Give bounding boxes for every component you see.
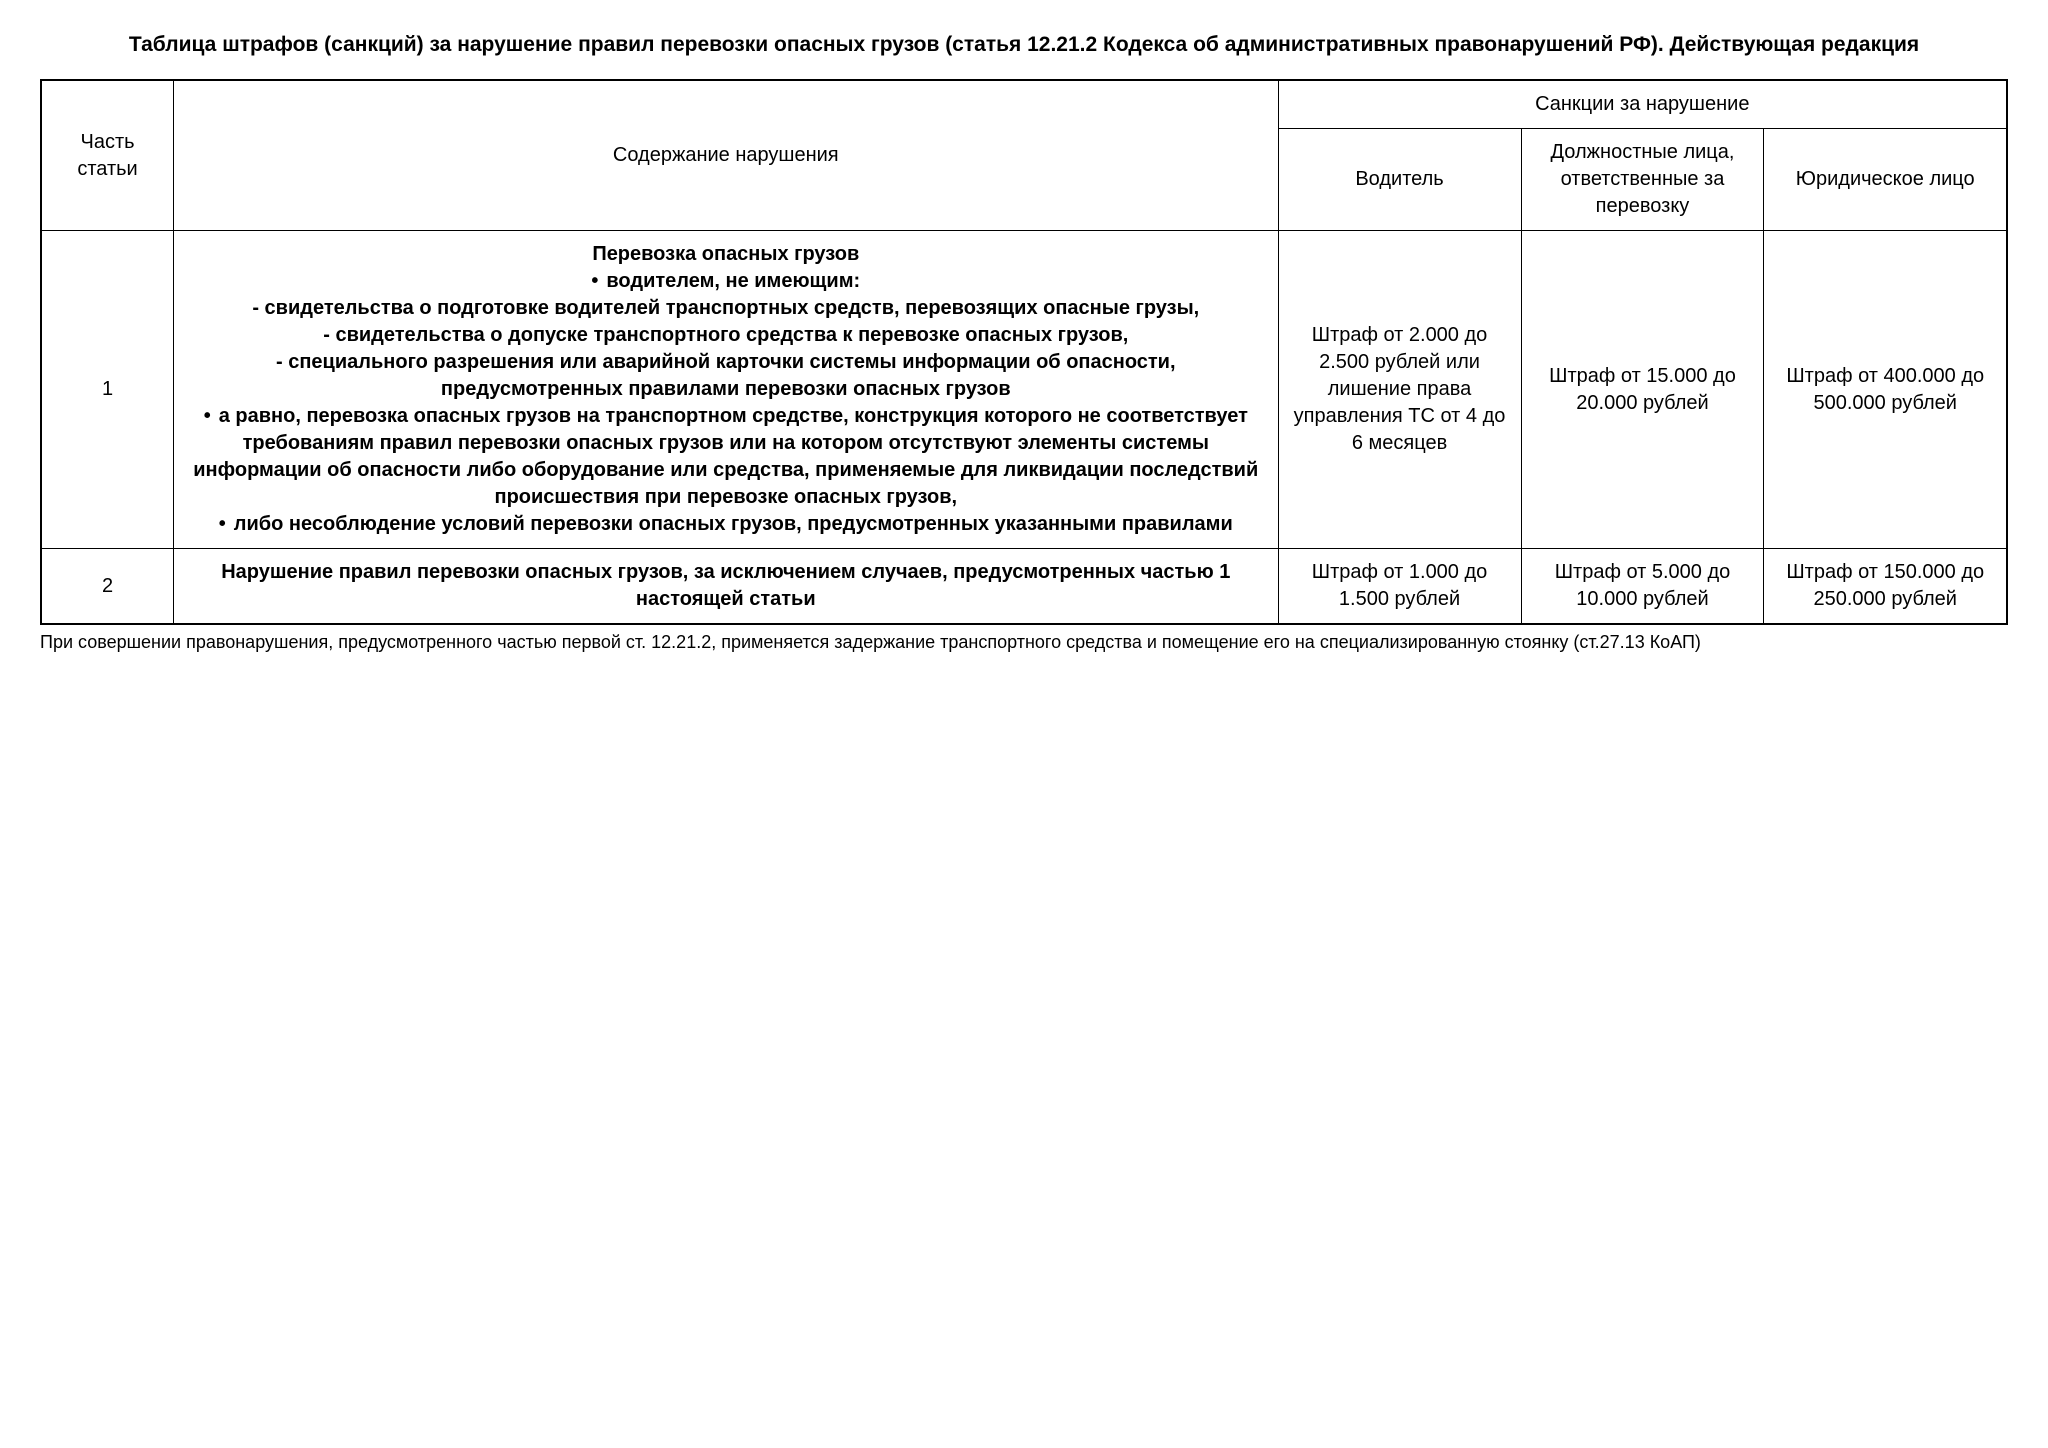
- header-content: Содержание нарушения: [174, 80, 1279, 231]
- cell-part-1: 1: [41, 231, 174, 549]
- header-part: Часть статьи: [41, 80, 174, 231]
- cell-driver-1: Штраф от 2.000 до 2.500 рублей или лишен…: [1278, 231, 1521, 549]
- cell-driver-2: Штраф от 1.000 до 1.500 рублей: [1278, 549, 1521, 625]
- cell-content-1: Перевозка опасных грузов •водителем, не …: [174, 231, 1279, 549]
- cell-officials-2: Штраф от 5.000 до 10.000 рублей: [1521, 549, 1764, 625]
- header-legal-entity: Юридическое лицо: [1764, 129, 2007, 231]
- header-officials: Должностные лица, ответственные за перев…: [1521, 129, 1764, 231]
- cell-legal-1: Штраф от 400.000 до 500.000 рублей: [1764, 231, 2007, 549]
- header-driver: Водитель: [1278, 129, 1521, 231]
- penalties-table: Часть статьи Содержание нарушения Санкци…: [40, 79, 2008, 625]
- cell-officials-1: Штраф от 15.000 до 20.000 рублей: [1521, 231, 1764, 549]
- cell-content-2: Нарушение правил перевозки опасных грузо…: [174, 549, 1279, 625]
- cell-legal-2: Штраф от 150.000 до 250.000 рублей: [1764, 549, 2007, 625]
- cell-part-2: 2: [41, 549, 174, 625]
- row1-bullet-3: •либо несоблюдение условий перевозки опа…: [186, 511, 1266, 538]
- row1-heading: Перевозка опасных грузов: [186, 241, 1266, 268]
- row1-subitem-1: - свидетельства о подготовке водителей т…: [186, 295, 1266, 322]
- table-row: 1 Перевозка опасных грузов •водителем, н…: [41, 231, 2007, 549]
- footnote-text: При совершении правонарушения, предусмот…: [40, 631, 2008, 654]
- row1-bullet-2: •а равно, перевозка опасных грузов на тр…: [186, 403, 1266, 511]
- document-title: Таблица штрафов (санкций) за нарушение п…: [40, 30, 2008, 59]
- table-row: 2 Нарушение правил перевозки опасных гру…: [41, 549, 2007, 625]
- row1-bullet-1: •водителем, не имеющим:: [186, 268, 1266, 295]
- header-sanctions-group: Санкции за нарушение: [1278, 80, 2007, 129]
- row1-subitem-3: - специального разрешения или аварийной …: [186, 349, 1266, 403]
- row1-subitem-2: - свидетельства о допуске транспортного …: [186, 322, 1266, 349]
